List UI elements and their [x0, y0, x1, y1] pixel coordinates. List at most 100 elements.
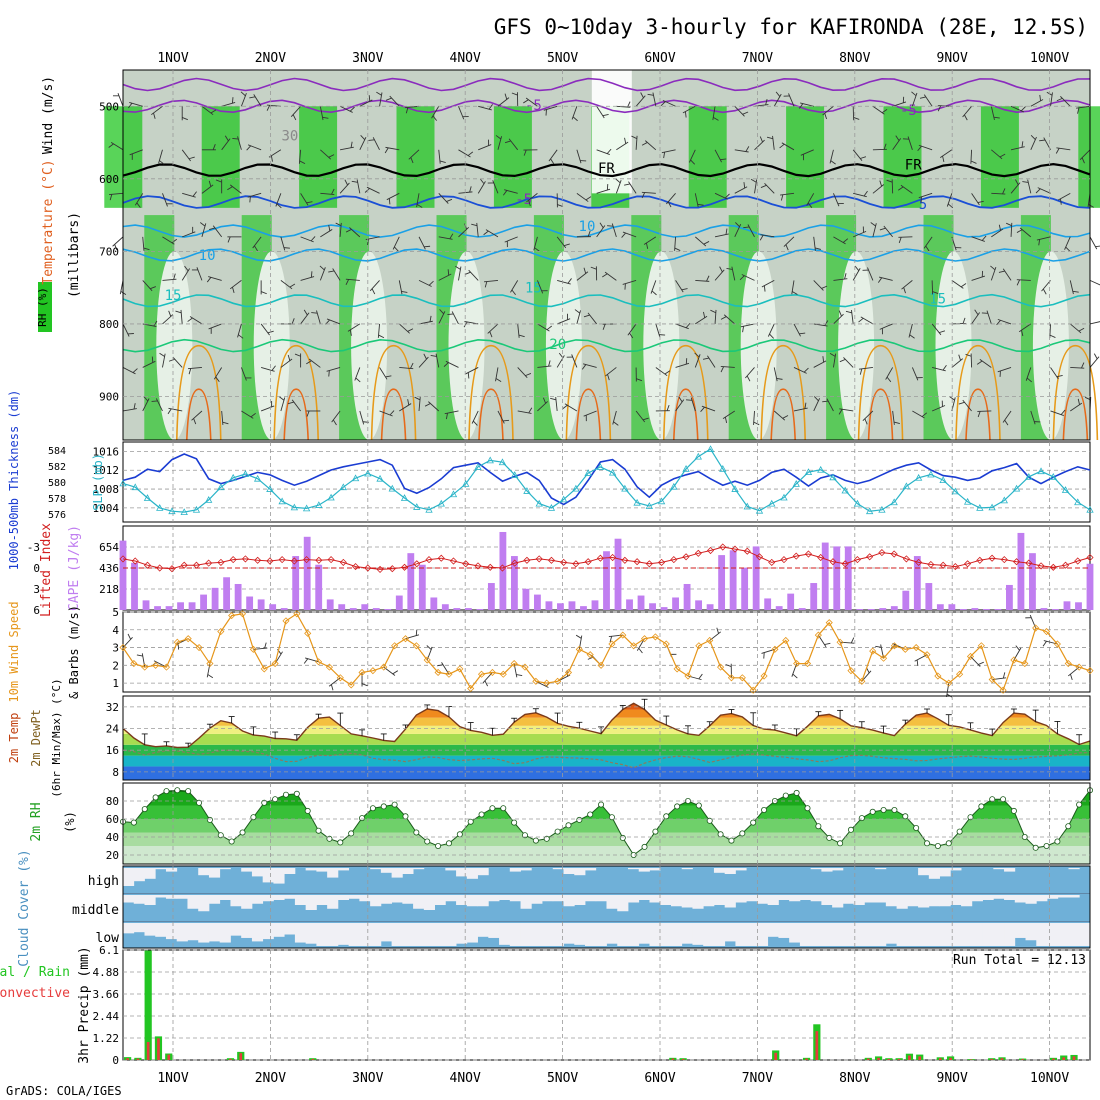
isotherm-line [122, 77, 1091, 92]
wind-barb-feather [447, 313, 454, 315]
cloud-clear-cell [810, 895, 822, 902]
cloud-clear-cell [896, 895, 908, 909]
wind-barb-feather [430, 354, 437, 357]
lifted-index-point [192, 561, 201, 569]
slp-point [853, 499, 862, 507]
wind-barb-feather [167, 408, 172, 415]
wind-barb-feather [471, 223, 478, 227]
wind-speed-point [923, 651, 931, 659]
wind-speed-point [217, 627, 225, 636]
cloud-clear-cell [305, 868, 317, 871]
wind-barb-feather [349, 329, 352, 336]
wind-barb-feather [615, 178, 621, 184]
wind-speed-point [814, 631, 822, 639]
wind-barb-feather [224, 135, 229, 142]
y-tick-label: 2.44 [93, 1010, 120, 1023]
cape-bar [695, 600, 703, 610]
lifted-index-point [205, 559, 213, 567]
wind-barb-feather [710, 309, 717, 314]
cape-bar [464, 608, 472, 610]
wind-speed-point [564, 668, 573, 677]
isotherm-line [122, 293, 1091, 308]
rh-frame [122, 782, 1091, 865]
rh-moist-band [688, 106, 727, 208]
wind-barb-feather [877, 277, 883, 283]
cape-bar [246, 596, 254, 610]
cloud-clear-cell [778, 923, 790, 938]
wind-barb-feather [437, 664, 444, 667]
wind-barb-feather [602, 323, 606, 330]
precip-convective-bar [887, 1058, 891, 1060]
cloud-clear-cell [251, 895, 264, 904]
wind-barb-feather [410, 362, 414, 369]
date-tick-label: 8NOV [839, 51, 870, 66]
lifted-index-point [1061, 561, 1070, 569]
cloud-clear-cell [681, 923, 693, 944]
slp-point [474, 463, 482, 470]
slp-point [205, 496, 213, 503]
precip-axis-label: 3hr Precip (mm) [77, 946, 92, 1063]
wind-barb-feather [557, 204, 564, 208]
rh-point [847, 826, 854, 833]
date-tick-label: 7NOV [742, 1071, 773, 1086]
wind-speed-point [467, 684, 475, 693]
wind-barb-feather [960, 283, 967, 288]
wind-barb-feather [331, 188, 335, 195]
wind-barb-feather [1060, 198, 1062, 205]
cloud-clear-cell [918, 895, 930, 908]
wind-barb-feather [208, 180, 212, 187]
wind-barb-feather [392, 670, 399, 675]
precip-convective-bar [681, 1058, 685, 1060]
y-tick-label: 5 [112, 606, 119, 619]
wind-barb-feather [720, 366, 725, 373]
wind-barb-feather [776, 377, 783, 380]
wind-barb-feather [602, 114, 609, 117]
wind-barb-feather [724, 416, 728, 424]
wind-barb-feather [719, 266, 723, 273]
lifted-index-point [315, 556, 323, 564]
precip-convective-bar [1072, 1056, 1076, 1060]
isotherm-line [122, 338, 1091, 353]
wind-barb-feather [624, 137, 627, 144]
isotherm-label: -5 [525, 98, 542, 114]
wind-barb-feather [850, 637, 855, 644]
wind-barb-feather [345, 228, 352, 233]
wind-barb-feather [977, 411, 981, 418]
rh-point [576, 816, 583, 823]
wind-barb-feather [187, 317, 193, 322]
cloud-clear-cell [627, 895, 640, 903]
rh-band [123, 832, 1090, 846]
wind-barb-feather [792, 291, 798, 295]
wind-barb-feather [830, 160, 836, 165]
cape-bar [752, 546, 760, 610]
cloud-clear-cell [724, 895, 736, 908]
wind-barb-feather [546, 325, 553, 331]
rh-point [130, 819, 137, 826]
cape-bar [1040, 608, 1048, 610]
pressure-axis-label: (millibars) [67, 212, 82, 298]
wind-speed-point [738, 674, 746, 682]
chart-title: GFS 0~10day 3-hourly for KAFIRONDA (28E,… [494, 15, 1088, 39]
wind-barb-feather [911, 91, 917, 97]
wind-barb-feather [775, 91, 781, 97]
wind-barb-feather [432, 115, 438, 121]
rh-point [250, 814, 257, 821]
precip-convective-bar [918, 1056, 922, 1060]
isotherm-label: -5 [515, 192, 532, 208]
lifted-index-point [633, 558, 641, 566]
y-tick-label: 700 [99, 245, 119, 258]
wind-barb-feather [963, 114, 968, 121]
wind-barb-feather [548, 360, 551, 367]
rh-point [228, 838, 235, 845]
precip-convective-bar [136, 1058, 140, 1060]
lifted-index-point [976, 556, 984, 564]
cloud-clear-cell [165, 868, 178, 872]
cloud-clear-cell [262, 923, 274, 940]
wind-barb-feather [303, 658, 309, 664]
isotherm-dome [478, 388, 504, 441]
rh-moist-band [883, 106, 922, 208]
wind-barb-feather [814, 247, 822, 250]
isotherm-label: FR [905, 157, 922, 173]
wind-barb-feather [921, 412, 928, 417]
lifted-index-point [706, 546, 715, 555]
